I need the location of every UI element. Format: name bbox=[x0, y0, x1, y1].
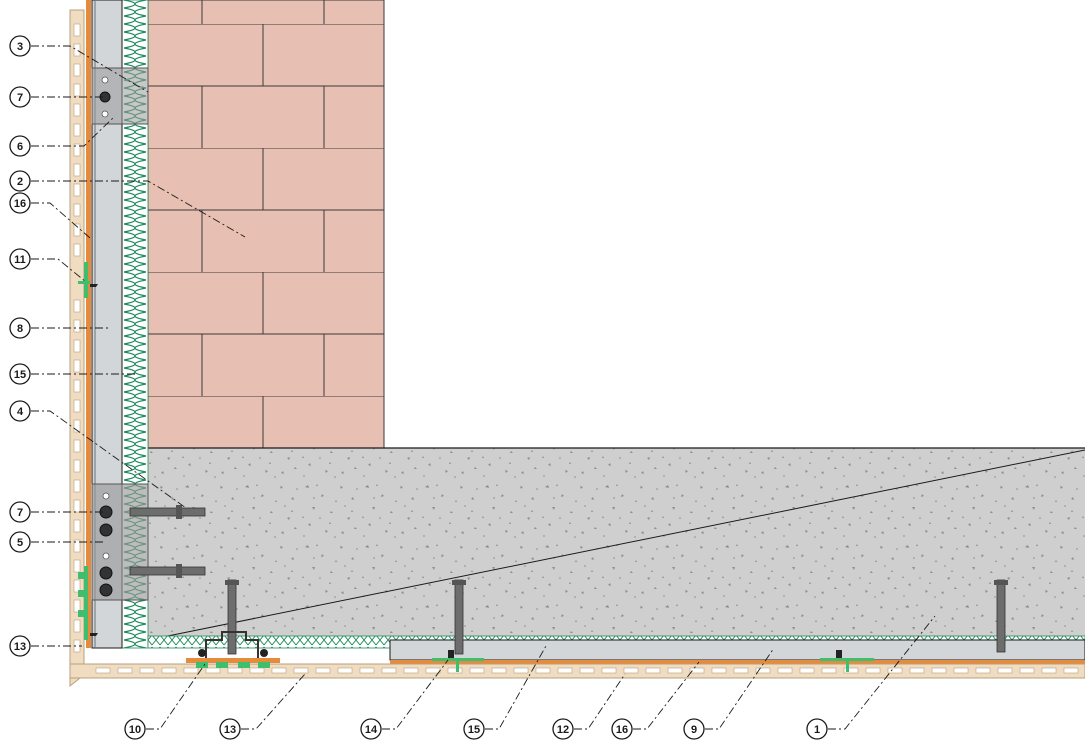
callout-7-lower: 7 bbox=[9, 501, 31, 523]
anchor-vertical bbox=[225, 579, 239, 655]
clip-vertical-11 bbox=[78, 262, 98, 298]
cladding-horizontal bbox=[69, 663, 1085, 679]
callout-6: 6 bbox=[9, 135, 31, 157]
svg-text:11: 11 bbox=[14, 254, 26, 266]
rivet bbox=[99, 583, 113, 597]
clip-horizontal-14 bbox=[432, 650, 484, 672]
svg-text:4: 4 bbox=[17, 406, 24, 418]
callout-3: 3 bbox=[9, 35, 31, 57]
svg-text:14: 14 bbox=[365, 724, 378, 736]
membrane-vertical bbox=[86, 0, 91, 648]
svg-text:16: 16 bbox=[14, 198, 26, 210]
svg-text:13: 13 bbox=[224, 724, 236, 736]
svg-text:2: 2 bbox=[17, 176, 23, 188]
callout-11: 11 bbox=[9, 248, 31, 270]
section-cut-line bbox=[147, 449, 1085, 641]
leader-lines bbox=[31, 45, 936, 730]
svg-text:7: 7 bbox=[17, 507, 23, 519]
callout-15-horizontal: 15 bbox=[463, 718, 485, 740]
svg-text:8: 8 bbox=[17, 323, 23, 335]
callout-16-vertical: 16 bbox=[9, 192, 31, 214]
svg-text:9: 9 bbox=[691, 724, 697, 736]
svg-text:15: 15 bbox=[14, 369, 26, 381]
anchor-vertical bbox=[994, 579, 1008, 653]
callout-13-horizontal: 13 bbox=[219, 718, 241, 740]
membrane-horizontal-left bbox=[186, 658, 280, 663]
callout-1: 1 bbox=[806, 718, 828, 740]
svg-text:16: 16 bbox=[616, 724, 628, 736]
callout-9: 9 bbox=[683, 718, 705, 740]
anchor-vertical bbox=[452, 579, 466, 655]
callout-5: 5 bbox=[9, 531, 31, 553]
callout-14: 14 bbox=[360, 718, 382, 740]
anchor-horizontal bbox=[129, 505, 206, 519]
svg-text:1: 1 bbox=[814, 724, 820, 736]
rivet bbox=[99, 523, 113, 537]
bracket-hole bbox=[102, 552, 110, 560]
cladding-slots-horizontal bbox=[95, 667, 1079, 674]
membrane-horizontal-right bbox=[390, 660, 1085, 665]
clip-horizontal-right bbox=[820, 650, 874, 672]
subframe-horizontal bbox=[389, 639, 1085, 661]
bracket-hole bbox=[102, 492, 110, 500]
callout-4: 4 bbox=[9, 400, 31, 422]
brick-wall bbox=[147, 0, 385, 449]
callout-8: 8 bbox=[9, 317, 31, 339]
svg-text:6: 6 bbox=[17, 141, 23, 153]
callout-2: 2 bbox=[9, 170, 31, 192]
callout-13-vertical: 13 bbox=[9, 635, 31, 657]
svg-text:7: 7 bbox=[17, 92, 23, 104]
svg-text:10: 10 bbox=[129, 724, 141, 736]
svg-text:15: 15 bbox=[468, 724, 480, 736]
svg-text:12: 12 bbox=[557, 724, 569, 736]
callout-15-vertical: 15 bbox=[9, 363, 31, 385]
concrete-slab bbox=[148, 448, 1085, 636]
callout-7-upper: 7 bbox=[9, 86, 31, 108]
clip-vertical-lower bbox=[78, 566, 98, 640]
svg-text:5: 5 bbox=[17, 537, 23, 549]
bracket-hole bbox=[101, 76, 109, 84]
cladding-corner bbox=[69, 677, 82, 688]
clip-horizontal-10 bbox=[196, 649, 270, 668]
callout-10: 10 bbox=[124, 718, 146, 740]
corner-bracket bbox=[205, 631, 259, 658]
svg-text:13: 13 bbox=[14, 641, 26, 653]
svg-text:3: 3 bbox=[17, 41, 23, 53]
callout-16-horizontal: 16 bbox=[611, 718, 633, 740]
anchor-horizontal bbox=[129, 564, 206, 578]
rivet bbox=[99, 566, 113, 580]
callout-12: 12 bbox=[552, 718, 574, 740]
cladding-slots-vertical bbox=[73, 23, 81, 653]
bracket-hole bbox=[101, 110, 109, 118]
